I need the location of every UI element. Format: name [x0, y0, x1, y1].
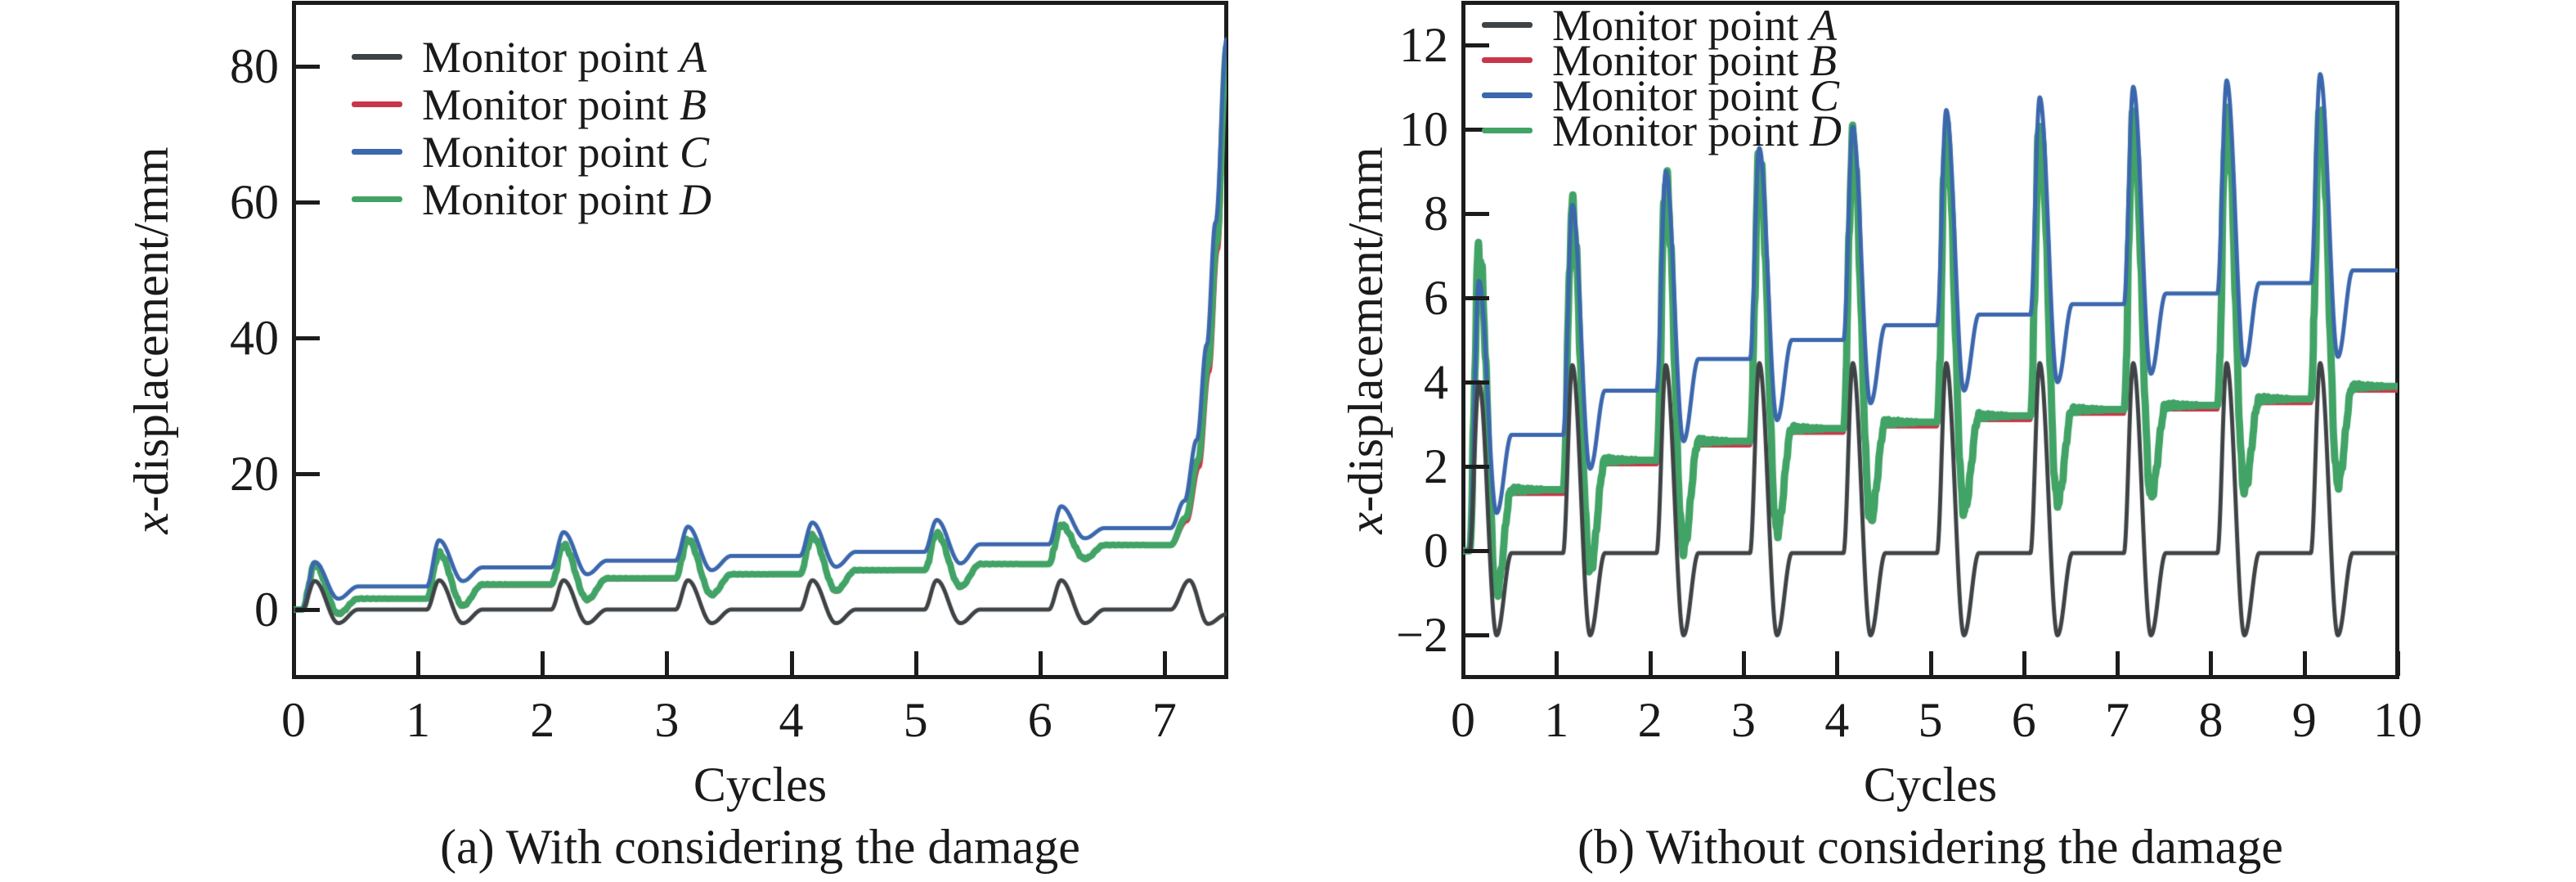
x-tick [416, 651, 421, 676]
x-tick-label: 0 [1451, 693, 1475, 747]
x-tick [665, 651, 670, 676]
legend-label-A: Monitor point A [1552, 1, 1838, 50]
x-tick-label: 0 [281, 693, 306, 747]
x-tick [541, 651, 545, 676]
legend-swatch-B [1482, 57, 1533, 63]
y-tick [1465, 127, 1489, 132]
legend-label-C: Monitor point C [422, 128, 710, 177]
legend-label-D: Monitor point D [422, 175, 712, 224]
legend-label-A: Monitor point A [422, 33, 707, 82]
x-tick-label: 2 [1637, 693, 1663, 747]
x-tick [1928, 651, 1933, 676]
legend-label-C: Monitor point C [1552, 71, 1840, 120]
x-tick [1555, 651, 1560, 676]
x-tick [2116, 651, 2120, 676]
legend-item-A: Monitor point A [352, 34, 875, 80]
y-tick-label: 20 [230, 447, 279, 501]
legend-item-C: Monitor point C [1482, 73, 2005, 119]
x-tick-label: 1 [1544, 693, 1569, 747]
x-tick-label: 4 [1824, 693, 1850, 747]
y-tick [1465, 633, 1489, 638]
x-tick-label: 7 [2105, 693, 2130, 747]
y-tick-label: 80 [230, 39, 279, 94]
x-tick [1741, 651, 1746, 676]
legend-swatch-B [352, 101, 402, 107]
legend-swatch-D [1482, 128, 1533, 133]
legend-item-B: Monitor point B [352, 82, 875, 128]
panel-a-caption: (a) With considering the damage [440, 820, 1080, 874]
y-tick-label: 0 [254, 583, 279, 637]
x-tick-label: 8 [2198, 693, 2224, 747]
panel-b-caption: (b) Without considering the damage [1577, 820, 2283, 874]
y-tick-label: 12 [1399, 17, 1448, 72]
y-label-italic-x: x [124, 511, 178, 534]
x-tick [2209, 651, 2214, 676]
x-tick-label: 4 [779, 693, 804, 747]
legend-label-B: Monitor point B [422, 80, 707, 129]
x-tick [2022, 651, 2026, 676]
x-tick-label: 5 [903, 693, 928, 747]
legend-item-C: Monitor point C [352, 129, 875, 175]
x-tick [2396, 651, 2400, 676]
x-tick [913, 651, 918, 676]
y-tick [295, 472, 320, 476]
legend-swatch-C [1482, 92, 1533, 98]
x-tick-label: 7 [1151, 693, 1177, 747]
legend-label-B: Monitor point B [1552, 36, 1838, 85]
legend-swatch-A [1482, 22, 1533, 28]
y-tick [295, 336, 320, 340]
legend-swatch-A [352, 54, 402, 60]
y-tick [295, 200, 320, 205]
x-tick [1835, 651, 1840, 676]
legend-item-D: Monitor point D [1482, 108, 2005, 154]
legend-label-D: Monitor point D [1552, 106, 1842, 155]
panel-b-chart-canvas [1463, 2, 2398, 677]
legend-item-D: Monitor point D [352, 177, 875, 223]
panel-a-chart-canvas [294, 2, 1227, 677]
y-tick [1465, 549, 1489, 554]
panel-a-x-axis-label: Cycles [693, 758, 828, 812]
y-tick [1465, 465, 1489, 470]
x-tick-label: 6 [2011, 693, 2036, 747]
y-tick-label: 4 [1424, 355, 1448, 410]
y-tick-label: 10 [1399, 101, 1448, 156]
y-tick [1465, 295, 1489, 300]
x-tick-label: 1 [406, 693, 431, 747]
y-tick-label: 0 [1424, 524, 1448, 578]
x-tick-label: 2 [530, 693, 555, 747]
x-tick [2302, 651, 2307, 676]
y-tick [1465, 380, 1489, 385]
legend-swatch-D [352, 196, 402, 202]
x-tick-label: 10 [2373, 693, 2422, 747]
legend-item-B: Monitor point B [1482, 38, 2005, 83]
x-tick [1648, 651, 1653, 676]
x-tick-label: 6 [1027, 693, 1052, 747]
y-tick [1465, 211, 1489, 216]
x-tick [292, 651, 296, 676]
x-tick [789, 651, 794, 676]
y-tick-label: 2 [1424, 439, 1448, 494]
y-tick-label: 6 [1424, 270, 1448, 325]
y-tick-label: 8 [1424, 186, 1448, 241]
y-tick-label: 60 [230, 175, 279, 229]
y-tick [1465, 43, 1489, 47]
x-tick-label: 3 [1730, 693, 1756, 747]
y-tick-label: 40 [230, 311, 279, 365]
y-tick [295, 608, 320, 612]
x-tick-label: 5 [1918, 693, 1943, 747]
y-tick-label: −2 [1396, 608, 1448, 663]
legend-swatch-C [352, 149, 402, 155]
legend-item-A: Monitor point A [1482, 2, 2005, 48]
y-tick [295, 65, 320, 70]
x-tick [1461, 651, 1465, 676]
x-tick [1162, 651, 1167, 676]
x-tick-label: 9 [2291, 693, 2317, 747]
x-tick [1038, 651, 1043, 676]
panel-b-x-axis-label: Cycles [1863, 758, 1998, 812]
x-tick-label: 3 [654, 693, 680, 747]
